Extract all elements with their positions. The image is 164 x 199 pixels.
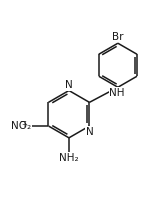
Text: N: N xyxy=(65,80,73,90)
Text: N: N xyxy=(86,127,93,137)
Text: −: − xyxy=(19,117,26,126)
Text: NO₂: NO₂ xyxy=(11,121,31,131)
Text: +: + xyxy=(21,122,27,128)
Text: NH₂: NH₂ xyxy=(59,153,79,163)
Text: Br: Br xyxy=(112,32,124,42)
Text: NH: NH xyxy=(109,88,125,98)
